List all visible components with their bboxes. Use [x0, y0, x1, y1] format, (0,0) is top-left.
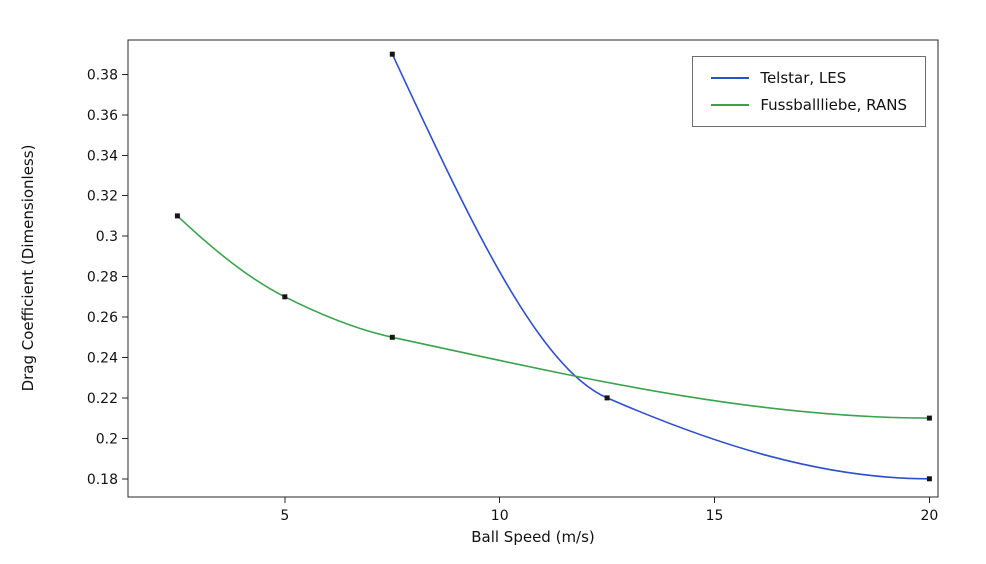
y-tick-label: 0.34	[87, 148, 118, 164]
series-line	[176, 215, 931, 419]
x-tick-label: 10	[491, 508, 509, 524]
data-point-marker	[604, 395, 610, 401]
legend-label: Telstar, LES	[760, 69, 847, 87]
data-point-marker	[926, 415, 932, 421]
y-tick-label: 0.2	[96, 431, 118, 447]
data-point-marker	[389, 334, 395, 340]
legend-item: Fussballliebe, RANS	[711, 95, 907, 114]
y-tick-label: 0.18	[87, 472, 118, 488]
y-tick-label: 0.26	[87, 310, 118, 326]
legend: Telstar, LES Fussballliebe, RANS	[692, 56, 926, 127]
data-point-marker	[389, 51, 395, 57]
y-tick-label: 0.22	[87, 391, 118, 407]
x-axis-label: Ball Speed (m/s)	[471, 528, 595, 546]
x-tick-label: 5	[280, 508, 289, 524]
x-tick-label: 20	[920, 508, 938, 524]
legend-line-sample	[711, 103, 750, 106]
y-axis-label: Drag Coefficient (Dimensionless)	[19, 144, 37, 392]
legend-item: Telstar, LES	[711, 70, 907, 87]
y-tick-label: 0.32	[87, 189, 118, 205]
legend-label: Fussballliebe, RANS	[760, 95, 907, 114]
legend-line-sample	[711, 77, 750, 80]
y-tick-label: 0.38	[87, 67, 118, 83]
y-tick-label: 0.28	[87, 270, 118, 286]
data-point-marker	[926, 476, 932, 482]
data-point-marker	[174, 213, 180, 219]
y-tick-label: 0.3	[96, 229, 118, 245]
plot-frame	[127, 39, 939, 498]
x-tick-label: 15	[706, 508, 724, 524]
data-point-marker	[282, 294, 288, 300]
y-tick-label: 0.36	[87, 108, 118, 124]
y-tick-label: 0.24	[87, 350, 118, 366]
